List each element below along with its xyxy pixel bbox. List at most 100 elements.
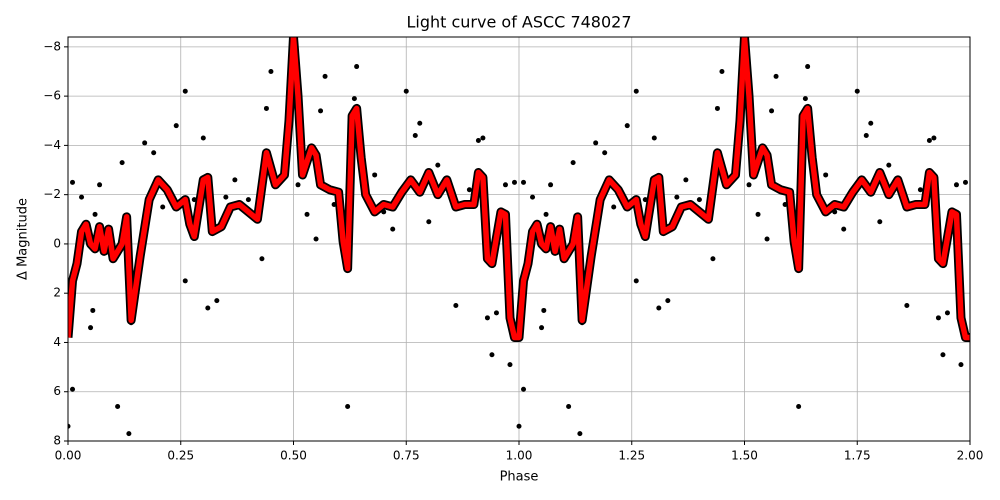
scatter-point (304, 211, 310, 217)
scatter-point (205, 305, 211, 311)
scatter-point (926, 137, 932, 143)
scatter-point (940, 352, 946, 358)
scatter-point (696, 197, 702, 203)
scatter-point (802, 96, 808, 102)
x-tick-label: 0.00 (55, 449, 82, 463)
scatter-point (295, 182, 301, 188)
scatter-point (223, 194, 229, 200)
y-tick-label: −4 (43, 138, 61, 152)
scatter-point (507, 362, 513, 368)
scatter-point (417, 120, 423, 126)
scatter-point (351, 96, 357, 102)
scatter-point (245, 197, 251, 203)
scatter-point (962, 179, 968, 185)
scatter-point (160, 204, 166, 210)
scatter-point (182, 278, 188, 284)
x-axis-label: Phase (500, 470, 539, 485)
x-tick-label: 1.50 (731, 449, 758, 463)
scatter-point (268, 68, 274, 74)
scatter-point (805, 64, 811, 70)
scatter-point (142, 140, 148, 146)
scatter-point (151, 150, 157, 156)
scatter-point (931, 135, 937, 141)
scatter-point (958, 362, 964, 368)
scatter-point (935, 315, 941, 321)
x-tick-label: 0.25 (167, 449, 194, 463)
chart-title: Light curve of ASCC 748027 (406, 13, 631, 32)
scatter-point (539, 325, 545, 331)
scatter-point (611, 204, 617, 210)
scatter-point (877, 219, 883, 225)
scatter-point (769, 108, 775, 114)
scatter-point (944, 310, 950, 316)
scatter-point (79, 194, 85, 200)
scatter-point (68, 423, 71, 429)
scatter-point (593, 140, 599, 146)
scatter-point (755, 211, 761, 217)
y-tick-label: 6 (53, 384, 61, 398)
scatter-point (200, 135, 206, 141)
scatter-point (796, 404, 802, 410)
scatter-point (570, 160, 576, 166)
scatter-point (548, 182, 554, 188)
scatter-point (489, 352, 495, 358)
scatter-point (126, 431, 132, 437)
scatter-point (854, 88, 860, 94)
scatter-point (651, 135, 657, 141)
scatter-point (345, 404, 351, 410)
scatter-point (214, 298, 220, 304)
scatter-point (602, 150, 608, 156)
scatter-point (484, 315, 490, 321)
scatter-point (173, 123, 179, 129)
x-tick-label: 0.50 (280, 449, 307, 463)
scatter-point (475, 137, 481, 143)
x-tick-label: 2.00 (957, 449, 984, 463)
x-tick-label: 1.00 (506, 449, 533, 463)
scatter-point (403, 88, 409, 94)
scatter-point (70, 386, 76, 392)
scatter-point (390, 226, 396, 232)
scatter-point (868, 120, 874, 126)
scatter-point (92, 211, 98, 217)
scatter-point (746, 182, 752, 188)
scatter-point (656, 305, 662, 311)
scatter-point (232, 177, 238, 183)
scatter-point (426, 219, 432, 225)
line (68, 37, 970, 341)
scatter-point (714, 105, 720, 111)
scatter-point (566, 404, 572, 410)
scatter-point (182, 88, 188, 94)
y-tick-label: −6 (43, 89, 61, 103)
scatter-point (521, 386, 527, 392)
scatter-point (541, 307, 547, 313)
scatter-point (435, 162, 441, 168)
plot-area (68, 37, 970, 437)
scatter-point (577, 431, 583, 437)
scatter-point (259, 256, 265, 262)
scatter-point (480, 135, 486, 141)
scatter-point (665, 298, 671, 304)
y-tick-label: 2 (53, 286, 61, 300)
scatter-point (633, 278, 639, 284)
scatter-point (119, 160, 125, 166)
scatter-point (823, 172, 829, 178)
scatter-point (530, 194, 536, 200)
ticks: 0.00 0.25 0.50 0.75 1.00 1.25 1.50 1.75 2.00 −8 −6… (43, 39, 983, 462)
scatter-point (88, 325, 94, 331)
y-tick-label: 4 (53, 335, 61, 349)
scatter-point (719, 68, 725, 74)
scatter-point (493, 310, 499, 316)
y-axis-label: Δ Magnitude (16, 198, 31, 280)
scatter-point (516, 423, 522, 429)
scatter-point (886, 162, 892, 168)
scatter-point (764, 236, 770, 242)
scatter-point (502, 182, 508, 188)
scatter-point (917, 187, 923, 193)
x-tick-label: 1.25 (618, 449, 645, 463)
x-tick-label: 0.75 (393, 449, 420, 463)
scatter-point (318, 108, 324, 114)
scatter-point (674, 194, 680, 200)
scatter-point (624, 123, 630, 129)
